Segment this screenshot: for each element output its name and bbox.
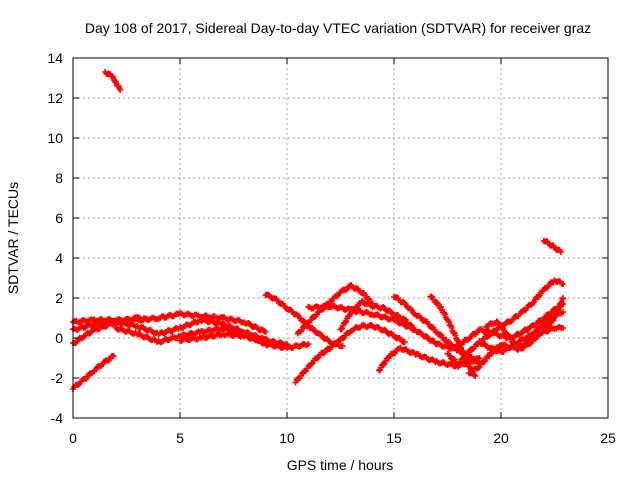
data-point [262,329,269,335]
data-point [401,339,408,345]
data-point [380,361,387,368]
data-point [110,353,117,359]
y-tick-label: 8 [55,170,63,186]
series-s21 [483,295,567,353]
data-point [557,249,564,255]
data-point [476,355,483,361]
data-point [560,281,567,287]
data-point [560,309,567,315]
y-tick-label: -2 [51,370,64,386]
data-point [437,331,444,338]
data-point [530,299,537,306]
data-points [70,69,567,392]
y-tick-label: 2 [55,290,63,306]
data-point [539,328,546,335]
series-s1 [102,69,124,93]
x-tick-label: 5 [176,430,184,446]
y-tick-label: 12 [47,90,63,106]
data-point [327,298,334,305]
data-point [472,373,479,379]
data-point [407,321,414,328]
y-tick-label: 6 [55,210,63,226]
series-s3 [70,353,117,392]
y-tick-label: 10 [47,130,63,146]
x-axis-label: GPS time / hours [287,457,394,473]
data-point [338,326,345,333]
grid-lines [73,58,608,418]
chart-title: Day 108 of 2017, Sidereal Day-to-day VTE… [85,20,591,36]
y-tick-label: 0 [55,330,63,346]
data-point [480,359,487,366]
data-point [412,327,419,333]
data-point [560,295,567,301]
data-point [560,325,567,331]
series-s13 [337,297,419,333]
y-tick-label: 14 [47,50,63,66]
series-s8 [177,330,290,348]
plot-frame [72,57,609,419]
data-point [486,353,493,360]
series-s2 [540,237,564,255]
data-point [300,317,307,324]
data-point [144,317,151,323]
data-point [294,312,301,319]
x-tick-label: 10 [279,430,295,446]
data-point [117,87,124,93]
series-s6 [70,314,151,347]
x-tick-label: 15 [386,430,402,446]
axis-ticks: 0 5 10 15 20 25 -4 -2 0 2 4 6 8 10 12 14 [47,50,616,446]
data-point [493,318,500,325]
data-point [284,341,290,347]
y-tick-label: 4 [55,250,63,266]
x-tick-label: 25 [600,430,616,446]
data-point [305,341,312,347]
y-axis-label: SDTVAR / TECUs [5,182,21,294]
series-s10 [292,321,408,386]
y-tick-label: -4 [51,410,64,426]
data-point [339,343,346,349]
data-point [550,317,557,324]
x-tick-label: 20 [493,430,509,446]
x-tick-label: 0 [69,430,77,446]
data-point [433,299,440,306]
